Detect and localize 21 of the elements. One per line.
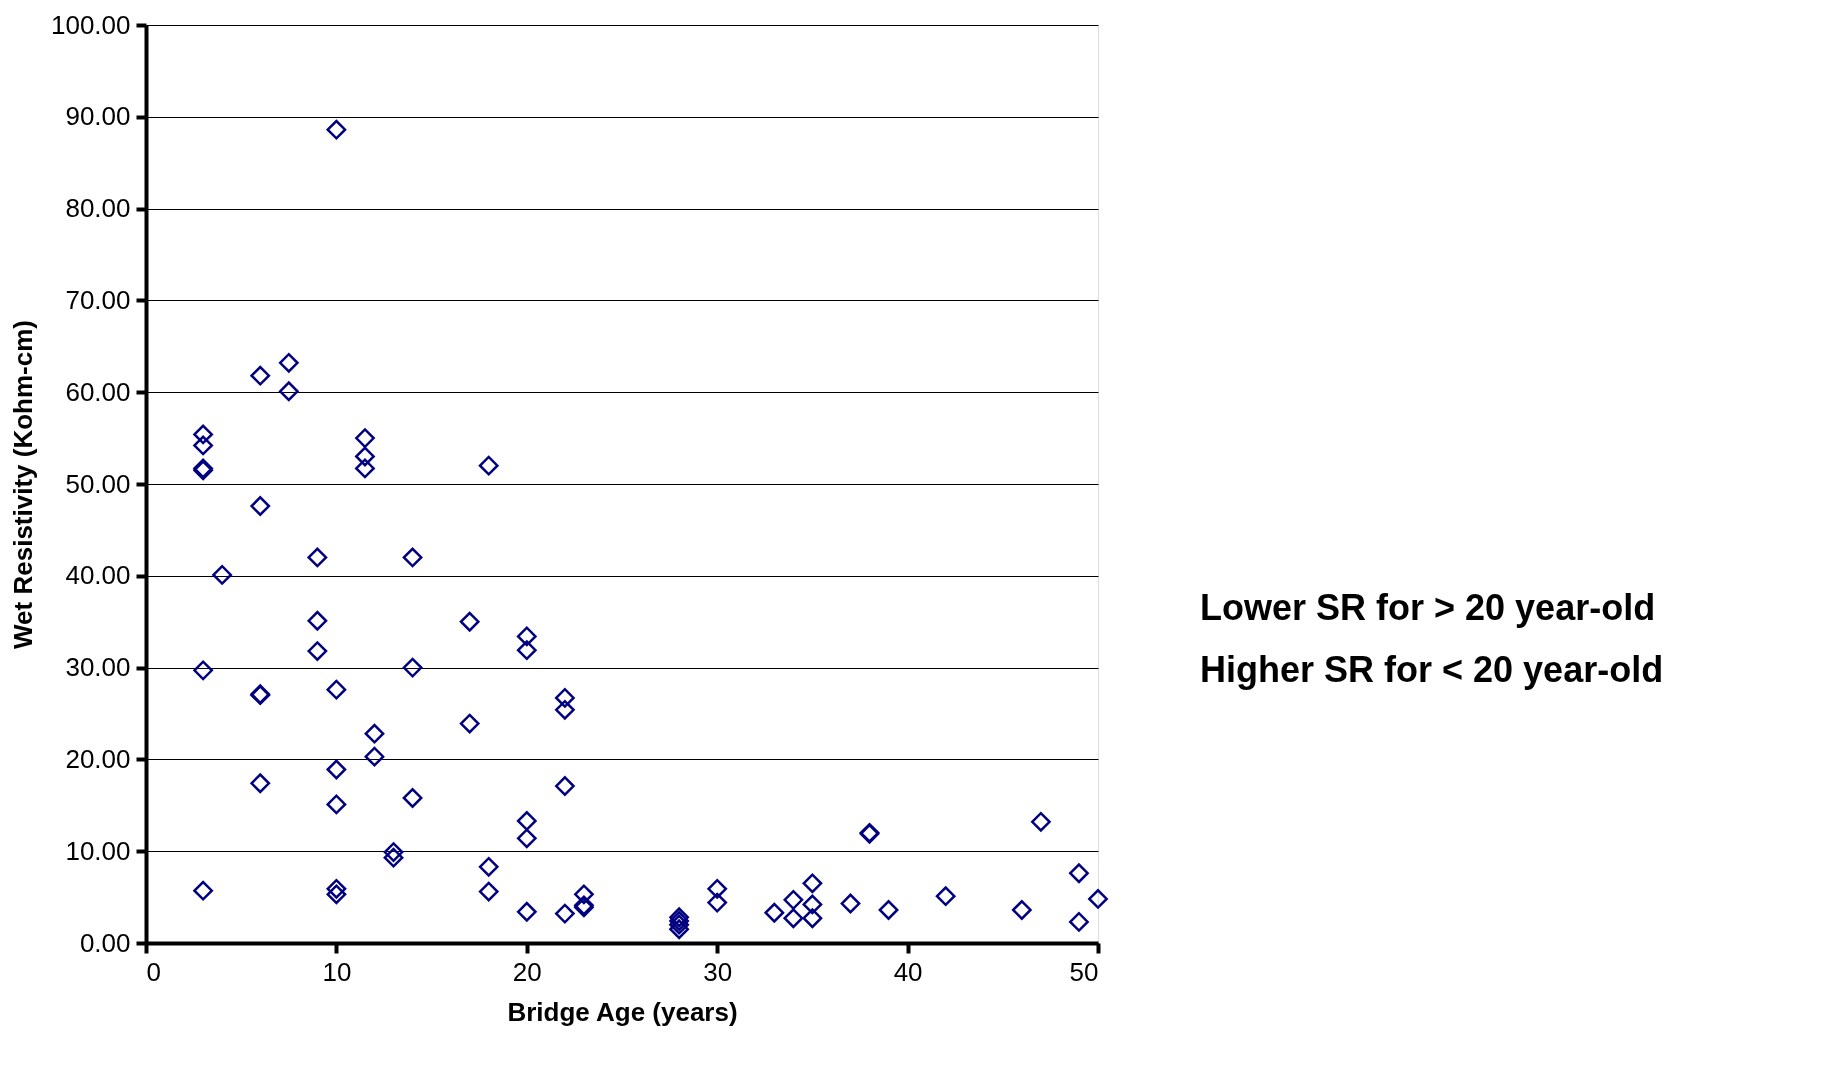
y-tick-label: 100.00 [50, 9, 131, 40]
x-tick-label: 40 [893, 956, 923, 987]
y-tick-label: 50.00 [65, 468, 131, 499]
x-tick-label: 10 [322, 956, 352, 987]
y-tick-label: 20.00 [65, 743, 131, 774]
x-tick-label: 20 [512, 956, 542, 987]
y-tick-label: 60.00 [65, 376, 131, 407]
x-tick-label: 0 [146, 956, 161, 987]
x-axis-title: Bridge Age (years) [507, 996, 738, 1027]
y-tick-label: 70.00 [65, 284, 131, 315]
y-tick-label: 0.00 [79, 927, 131, 958]
x-tick-label: 50 [1069, 956, 1099, 987]
x-tick-label: 30 [703, 956, 733, 987]
y-axis-title: Wet Resistivity (Kohm-cm) [7, 320, 38, 649]
text: Higher SR for < 20 year-old [1200, 649, 1664, 690]
y-tick-label: 40.00 [65, 560, 131, 591]
text: Lower SR for > 20 year-old [1200, 587, 1656, 628]
y-tick-label: 80.00 [65, 193, 131, 224]
y-tick-label: 30.00 [65, 652, 131, 683]
y-tick-label: 90.00 [65, 101, 131, 132]
y-tick-label: 10.00 [65, 835, 131, 866]
